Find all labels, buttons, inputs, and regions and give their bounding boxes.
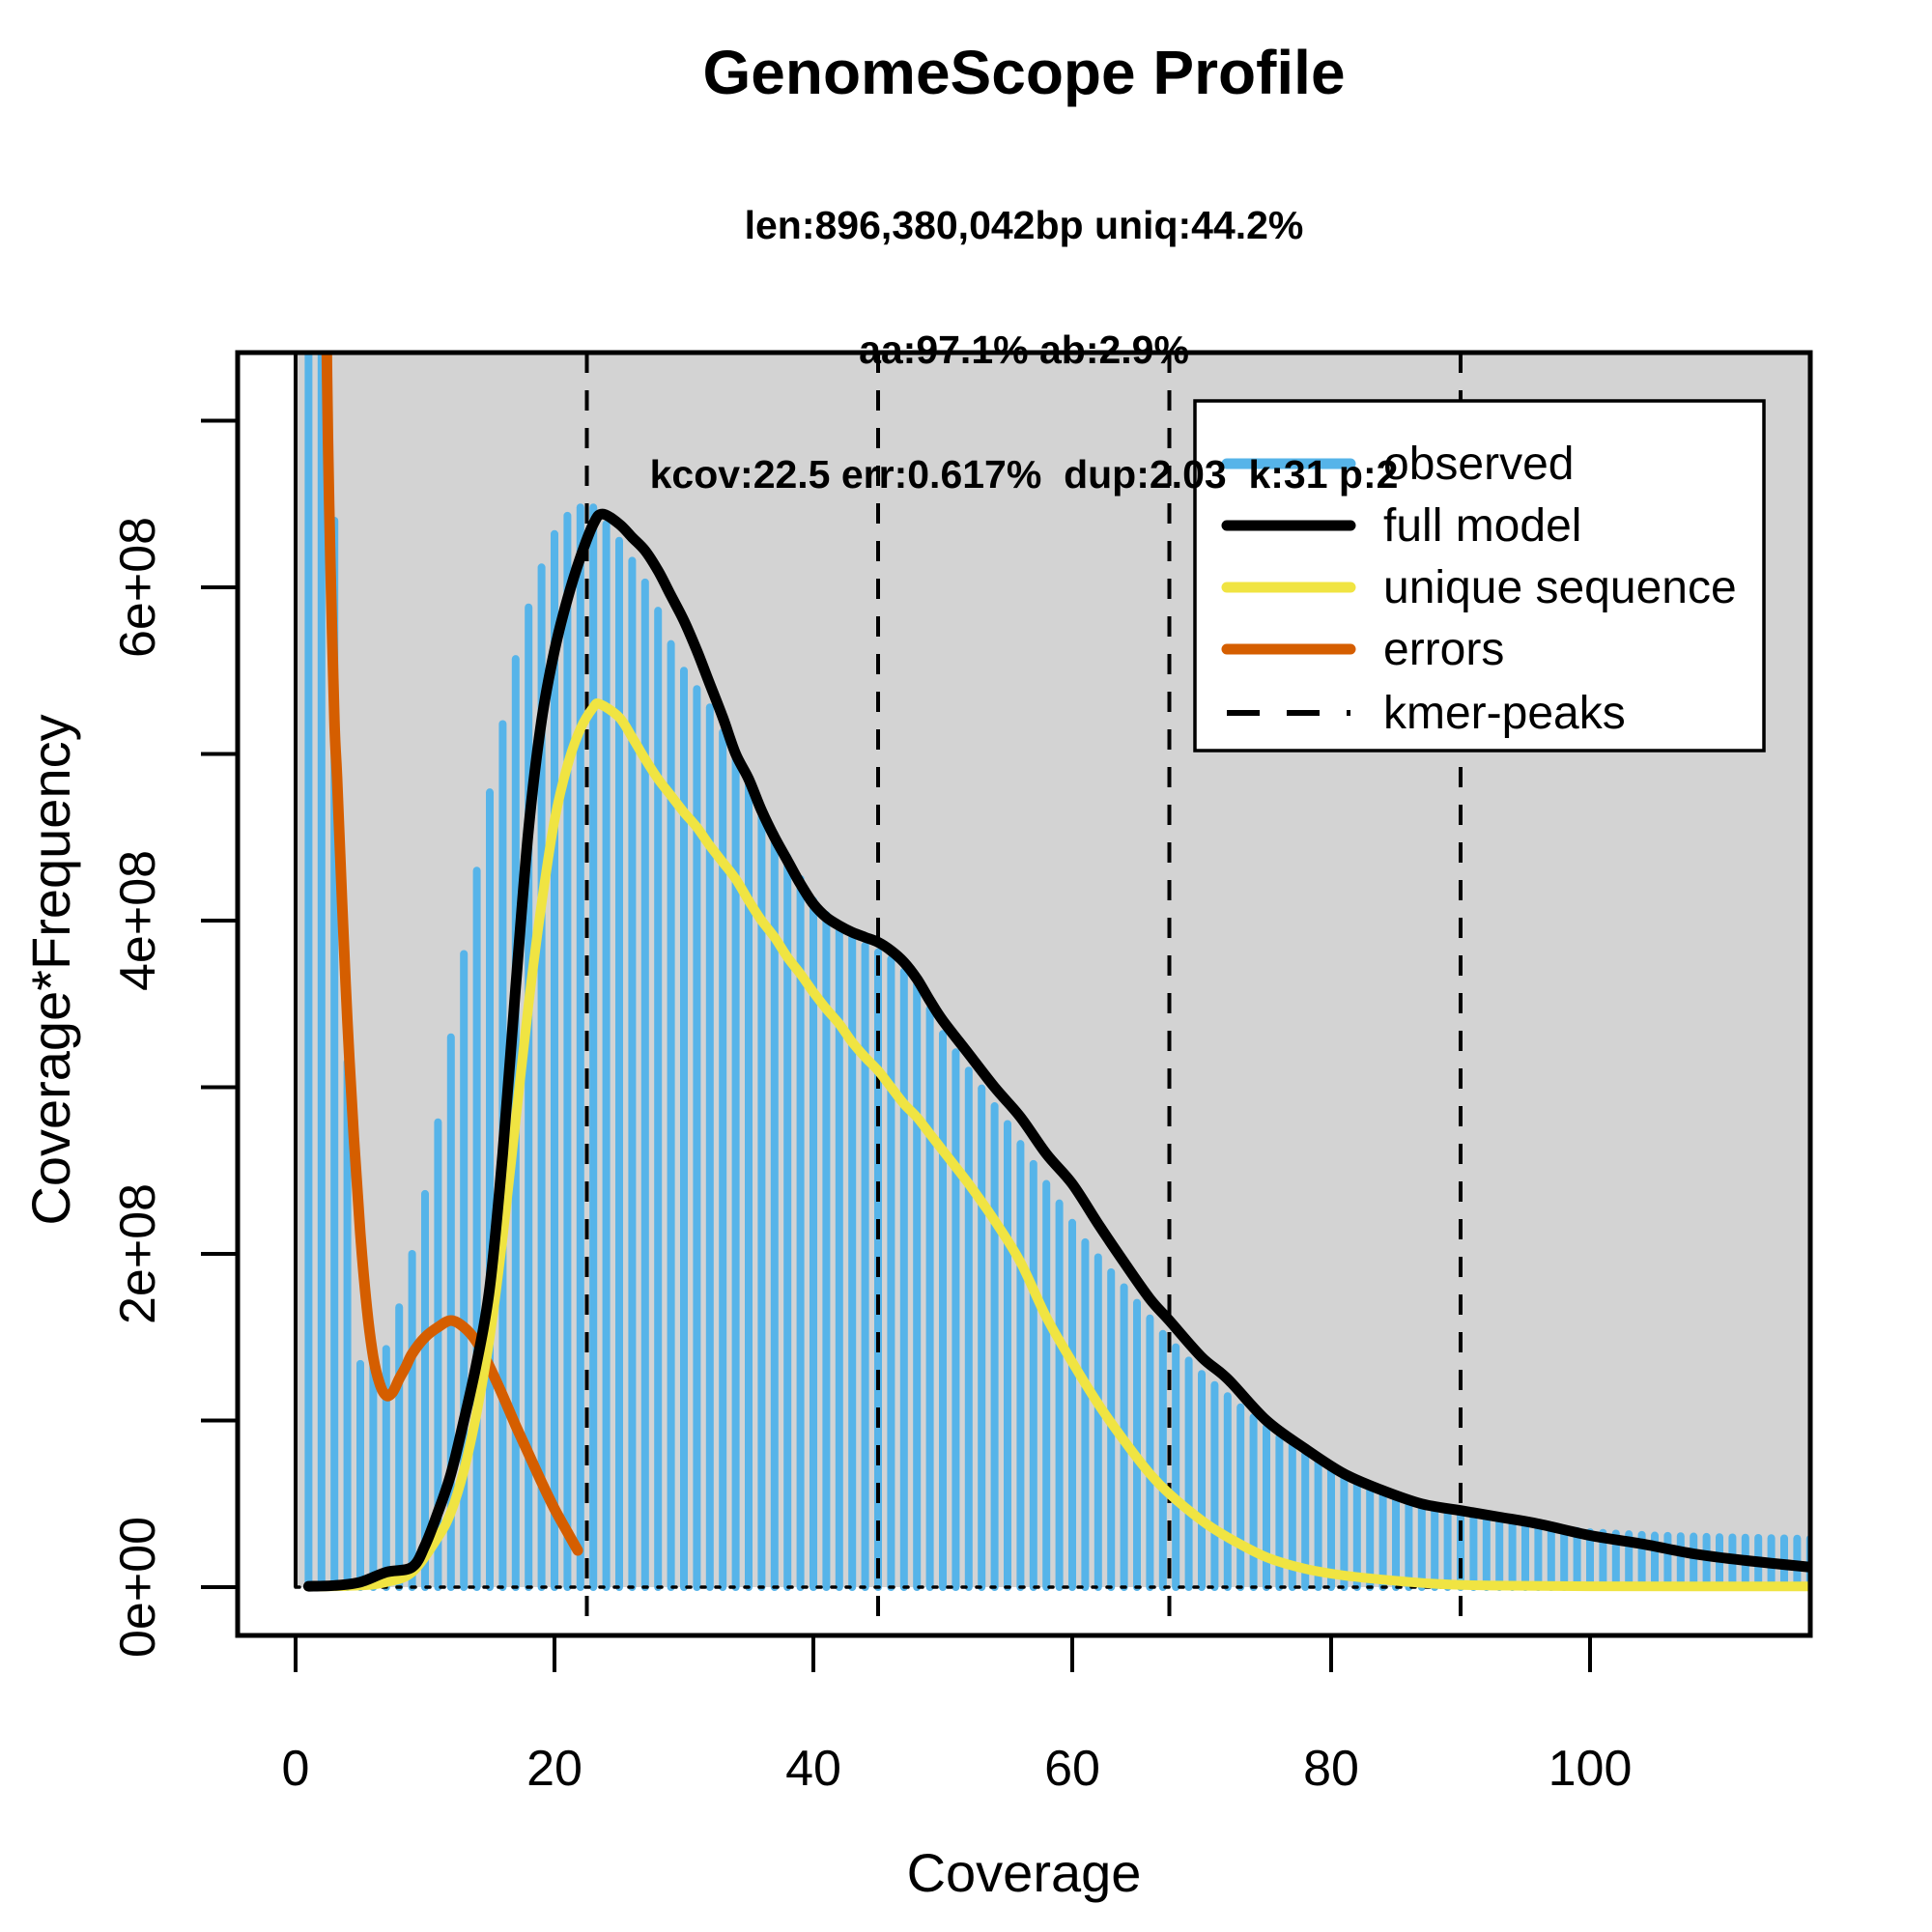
- x-tick-label: 100: [1548, 1741, 1633, 1797]
- y-tick-label: 0e+00: [110, 1517, 166, 1658]
- legend-label: errors: [1383, 624, 1504, 675]
- x-tick-label: 20: [526, 1741, 582, 1797]
- subtitle-line-3: kcov:22.5 err:0.617% dup:2.03 k:31 p:2: [649, 452, 1399, 497]
- legend-label: full model: [1383, 500, 1581, 552]
- full-model-curve: [302, 508, 1810, 1592]
- legend-label: observed: [1383, 439, 1574, 490]
- x-tick-label: 80: [1303, 1741, 1359, 1797]
- y-axis-label: Coverage*Frequency: [20, 714, 81, 1225]
- x-tick-label: 60: [1044, 1741, 1100, 1797]
- kmer-peak-lines: [584, 353, 1463, 1635]
- x-axis-label: Coverage: [907, 1842, 1142, 1903]
- subtitle-line-1: len:896,380,042bp uniq:44.2%: [744, 203, 1304, 247]
- plot-frame: [235, 350, 1813, 1638]
- errors-curve: [321, 353, 583, 1556]
- x-tick-label: 0: [282, 1741, 310, 1797]
- legend-label: unique sequence: [1383, 562, 1737, 613]
- y-tick-label: 4e+08: [110, 850, 166, 991]
- x-tick-label: 40: [785, 1741, 841, 1797]
- y-tick-label: 6e+08: [110, 517, 166, 658]
- y-tick-label: 2e+08: [110, 1183, 166, 1324]
- chart-subtitle: len:896,380,042bp uniq:44.2% aa:97.1% ab…: [650, 122, 1399, 579]
- observed-bars: [304, 353, 1810, 1591]
- subtitle-line-2: aa:97.1% ab:2.9%: [859, 327, 1189, 372]
- chart-title: GenomeScope Profile: [702, 38, 1346, 107]
- legend-label: kmer-peaks: [1383, 688, 1626, 739]
- legend: observed full model unique sequence errors k…: [1193, 399, 1766, 753]
- unique-sequence-curve: [303, 697, 1810, 1592]
- axes: 0 20 40 60 80 100 0e+00 2e+08 4e+08 6e+08 Coverage…: [20, 418, 1633, 1903]
